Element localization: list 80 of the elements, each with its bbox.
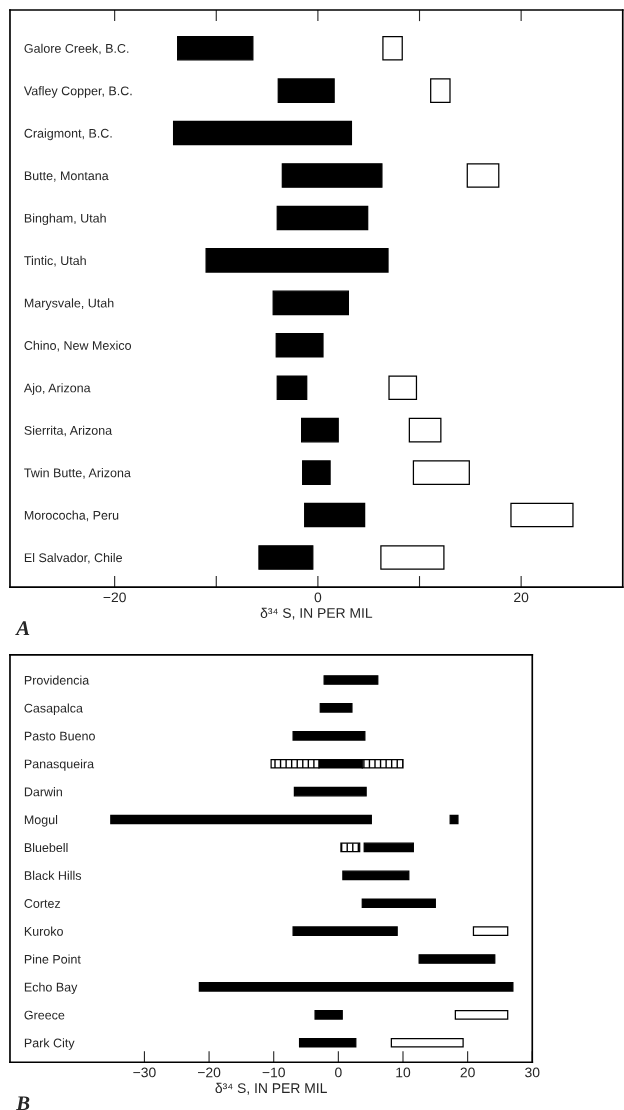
x-axis-title: δ³⁴ S, IN PER MIL (215, 1082, 327, 1095)
y-tick-label: Greece (24, 1010, 65, 1020)
x-tick-label: 0 (314, 592, 322, 603)
y-tick-label: El Salvador, Chile (24, 552, 122, 564)
y-tick-label: Darwin (24, 787, 62, 797)
y-tick-label: Echo Bay (24, 982, 78, 995)
bar (272, 290, 350, 316)
bar (292, 731, 366, 741)
x-tick-label: −30 (133, 1067, 156, 1078)
y-tick-label: Pasto Bueno (24, 731, 95, 741)
bar (342, 870, 410, 881)
y-tick-label: Cortez (24, 899, 61, 908)
bar (276, 205, 369, 231)
bar (430, 78, 451, 103)
bar (319, 703, 353, 713)
y-tick-label: Kuroko (24, 926, 63, 936)
bar (510, 502, 574, 528)
bar (380, 545, 445, 570)
y-tick-label: Galore Creek, B.C. (24, 43, 129, 55)
bar (292, 926, 398, 936)
y-tick-label: Bingham, Utah (24, 213, 106, 226)
x-tick-label: 0 (335, 1067, 342, 1078)
y-tick-label: Morococha, Peru (24, 510, 119, 522)
x-tick-label: 20 (514, 592, 529, 603)
bar (177, 35, 254, 61)
bar (298, 1037, 357, 1048)
bar (198, 982, 514, 992)
y-tick-label: Chino, New Mexico (24, 340, 132, 352)
bar (314, 1010, 343, 1020)
bar (472, 926, 509, 936)
x-tick-label: −20 (197, 1067, 221, 1078)
y-tick-label: Mogul (24, 814, 58, 827)
x-tick-label: −10 (262, 1067, 285, 1078)
y-tick-label: Butte, Montana (24, 171, 109, 182)
bar (412, 460, 470, 485)
y-tick-label: Providencia (24, 675, 90, 685)
bar (172, 120, 353, 146)
y-tick-label: Pine Point (24, 954, 81, 964)
bar (454, 1010, 509, 1020)
bar (205, 248, 389, 273)
bar (466, 163, 500, 188)
y-tick-label: Vafley Copper, B.C. (23, 86, 132, 98)
x-tick-label: 20 (460, 1067, 475, 1078)
bar (110, 814, 372, 825)
y-tick-label: Twin Butte, Arizona (24, 468, 131, 479)
y-tick-label: Bluebell (24, 842, 68, 853)
x-tick-label: 10 (396, 1067, 411, 1078)
x-tick-label: −20 (103, 592, 126, 603)
bar (449, 814, 459, 825)
bar (281, 163, 383, 188)
bar (293, 786, 367, 797)
bar (418, 954, 496, 964)
x-axis-title: δ³⁴ S, IN PER MIL (260, 607, 373, 620)
y-tick-label: Panasqueira (24, 759, 95, 771)
y-tick-label: Sierrita, Arizona (24, 425, 113, 437)
y-tick-label: Ajo, Arizona (23, 383, 91, 395)
y-tick-label: Marysvale, Utah (24, 298, 114, 310)
bar (390, 1037, 464, 1048)
bar (323, 675, 379, 685)
bar (361, 898, 436, 909)
text: B (16, 1096, 30, 1110)
y-tick-label: Park City (24, 1038, 75, 1050)
bar (408, 417, 442, 443)
y-tick-label: Casapalca (24, 703, 83, 716)
bar (340, 842, 361, 853)
bar (275, 332, 324, 358)
y-tick-label: Tintic, Utah (24, 255, 86, 267)
bar (276, 375, 308, 401)
bar (302, 460, 331, 485)
x-tick-label: 30 (525, 1067, 540, 1078)
bar (301, 417, 339, 443)
text: A (15, 621, 30, 635)
bar (258, 545, 314, 570)
bar (304, 502, 366, 528)
bar (388, 375, 418, 401)
bar (382, 35, 403, 61)
y-tick-label: Craigmont, B.C. (24, 128, 112, 141)
bar (363, 842, 414, 853)
bar (277, 78, 335, 103)
y-tick-label: Black Hills (24, 870, 82, 880)
